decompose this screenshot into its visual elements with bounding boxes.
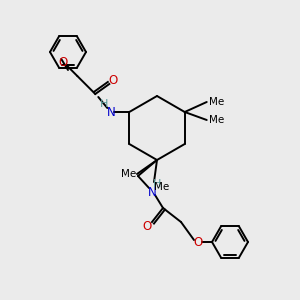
- Text: O: O: [109, 74, 118, 86]
- Text: Me: Me: [122, 169, 136, 179]
- Text: Me: Me: [209, 115, 224, 125]
- Text: H: H: [100, 99, 109, 109]
- Text: N: N: [148, 185, 156, 199]
- Text: Me: Me: [209, 97, 224, 107]
- Text: O: O: [59, 56, 68, 68]
- Text: Me: Me: [154, 182, 169, 192]
- Text: O: O: [142, 220, 152, 232]
- Text: H: H: [153, 179, 161, 189]
- Text: N: N: [107, 106, 116, 118]
- Text: O: O: [194, 236, 202, 248]
